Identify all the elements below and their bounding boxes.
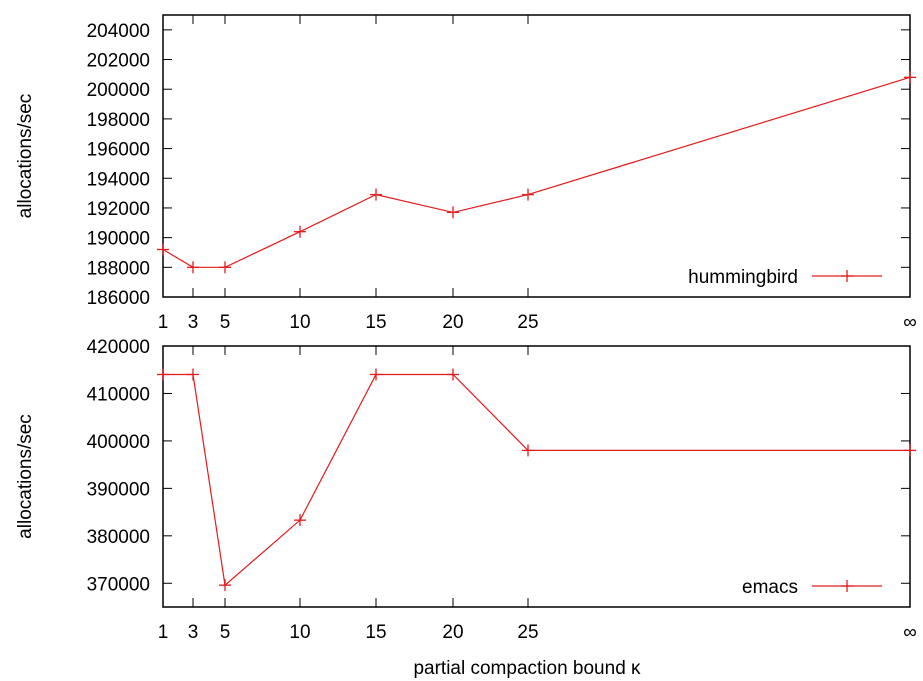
x-tick-label: 25	[517, 622, 538, 643]
data-point	[187, 368, 199, 381]
x-tick-label: 15	[365, 622, 386, 643]
x-tick-label: ∞	[903, 312, 917, 333]
y-tick-label: 200000	[87, 80, 150, 101]
y-tick-label: 380000	[87, 527, 150, 548]
y-tick-label: 194000	[87, 169, 150, 190]
data-point	[157, 243, 169, 256]
data-point	[219, 579, 231, 592]
data-point	[294, 225, 306, 238]
x-tick-label: 5	[220, 312, 231, 333]
y-tick-label: 198000	[87, 110, 150, 131]
x-axis-label: partial compaction bound κ	[413, 658, 641, 679]
x-tick-label: 25	[517, 312, 538, 333]
plot-frame	[162, 345, 911, 608]
x-tick-label: 3	[188, 312, 199, 333]
data-point	[294, 514, 306, 527]
x-tick-label: 20	[442, 312, 463, 333]
legend-label: hummingbird	[688, 267, 798, 288]
legend-marker	[841, 270, 853, 282]
data-point	[370, 368, 382, 381]
x-tick-label: 1	[158, 312, 169, 333]
data-point	[157, 368, 169, 381]
data-point	[370, 188, 382, 201]
data-point	[904, 71, 916, 84]
data-point	[904, 444, 916, 457]
plot-frame	[162, 14, 911, 298]
y-axis-label: allocations/sec	[15, 94, 36, 219]
legend-marker	[841, 580, 853, 592]
y-axis-label: allocations/sec	[15, 414, 36, 539]
y-tick-label: 390000	[87, 479, 150, 500]
y-tick-label: 370000	[87, 574, 150, 595]
data-point	[522, 188, 534, 201]
x-tick-label: 20	[442, 622, 463, 643]
x-tick-label: 5	[220, 622, 231, 643]
y-tick-label: 420000	[87, 337, 150, 358]
y-tick-label: 202000	[87, 51, 150, 72]
series-line-hummingbird	[162, 76, 911, 268]
x-tick-label: 10	[289, 622, 310, 643]
y-tick-label: 400000	[87, 432, 150, 453]
y-tick-label: 190000	[87, 229, 150, 250]
data-point	[219, 261, 231, 274]
x-tick-label: 3	[188, 622, 199, 643]
y-tick-label: 204000	[87, 21, 150, 42]
data-point	[522, 444, 534, 457]
y-tick-label: 410000	[87, 384, 150, 405]
y-tick-label: 186000	[87, 288, 150, 309]
chart-panel-emacs: 370000 380000 390000 400000 410000 420000 1 3 5 1…	[15, 337, 917, 643]
data-point	[447, 368, 459, 381]
x-tick-label: 10	[289, 312, 310, 333]
x-tick-label: ∞	[903, 622, 917, 643]
data-point	[447, 206, 459, 219]
y-tick-label: 192000	[87, 199, 150, 220]
legend-label: emacs	[742, 577, 798, 598]
chart-panel-hummingbird: 186000 188000 190000 192000 194000 196000 1980…	[15, 14, 917, 333]
x-tick-label: 1	[158, 622, 169, 643]
x-tick-label: 15	[365, 312, 386, 333]
series-line-emacs	[163, 373, 910, 587]
y-tick-label: 196000	[87, 140, 150, 161]
y-tick-label: 188000	[87, 258, 150, 279]
data-point	[187, 261, 199, 274]
